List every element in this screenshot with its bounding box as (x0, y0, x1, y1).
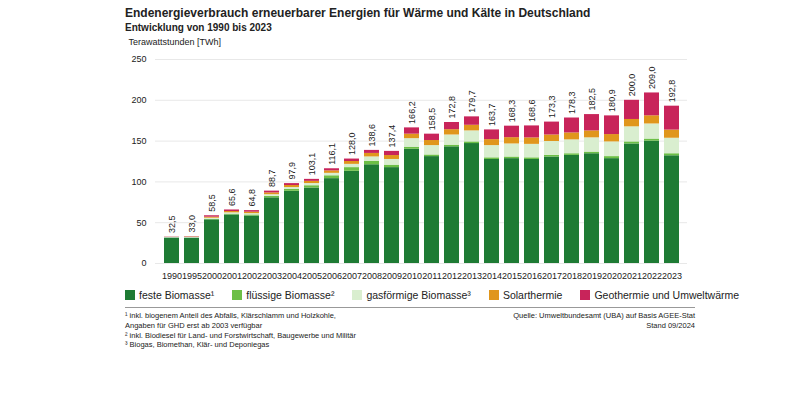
svg-text:2011: 2011 (422, 271, 441, 281)
svg-text:58,5: 58,5 (207, 194, 217, 212)
html-text:Entwicklung von 1990 bis 2023: Entwicklung von 1990 bis 2023 (125, 22, 272, 33)
svg-text:2003: 2003 (262, 271, 282, 281)
svg-text:182,5: 182,5 (587, 88, 597, 111)
svg-text:150: 150 (131, 136, 146, 146)
svg-text:2014: 2014 (482, 271, 502, 281)
html-text:gasförmige Biomasse³: gasförmige Biomasse³ (366, 289, 471, 301)
svg-text:209,0: 209,0 (647, 66, 657, 89)
svg-text:103,1: 103,1 (307, 153, 317, 176)
html-text:feste Biomasse¹: feste Biomasse¹ (139, 289, 215, 301)
svg-text:138,6: 138,6 (367, 124, 377, 147)
svg-text:2002: 2002 (242, 271, 262, 281)
html-text:³ Biogas, Biomethan, Klär- und: ³ Biogas, Biomethan, Klär- und Deponiega… (125, 340, 270, 350)
svg-text:65,6: 65,6 (227, 188, 237, 206)
svg-text:168,3: 168,3 (507, 100, 517, 123)
svg-text:2012: 2012 (442, 271, 462, 281)
html-text:Quelle: Umweltbundesamt (UBA): Quelle: Umweltbundesamt (UBA) auf Basis … (513, 311, 695, 320)
html-text:Solarthermie: Solarthermie (502, 289, 563, 301)
svg-text:88,7: 88,7 (267, 170, 277, 188)
svg-text:Terawattstunden [TWh]: Terawattstunden [TWh] (129, 37, 222, 47)
svg-text:163,7: 163,7 (487, 103, 497, 126)
svg-text:2016: 2016 (522, 271, 542, 281)
svg-text:2015: 2015 (502, 271, 522, 281)
svg-text:250: 250 (131, 54, 146, 64)
html-text:Geothermie und Umweltwärme: Geothermie und Umweltwärme (594, 289, 740, 301)
svg-text:97,9: 97,9 (287, 162, 297, 180)
svg-text:128,0: 128,0 (347, 133, 357, 156)
svg-text:32,5: 32,5 (167, 215, 177, 233)
svg-text:2001: 2001 (222, 271, 242, 281)
html-text:Stand 09/2024: Stand 09/2024 (646, 320, 695, 330)
svg-text:2000: 2000 (202, 271, 222, 281)
svg-text:2006: 2006 (322, 271, 342, 281)
svg-text:2009: 2009 (382, 271, 402, 281)
svg-text:2023: 2023 (662, 271, 682, 281)
svg-text:2013: 2013 (462, 271, 482, 281)
svg-text:179,7: 179,7 (467, 90, 477, 113)
svg-text:2021: 2021 (622, 271, 642, 281)
svg-text:158,5: 158,5 (427, 108, 437, 131)
svg-text:2010: 2010 (402, 271, 422, 281)
svg-text:2022: 2022 (642, 271, 662, 281)
svg-text:2017: 2017 (542, 271, 562, 281)
svg-text:168,6: 168,6 (527, 99, 537, 122)
html-text:² inkl. Biodiesel für Land- un: ² inkl. Biodiesel für Land- und Forstwir… (125, 330, 356, 340)
html-text:¹ inkl. biogenem Anteil des Ab: ¹ inkl. biogenem Anteil des Abfalls, Klä… (125, 311, 336, 320)
svg-text:178,3: 178,3 (567, 91, 577, 114)
svg-text:180,9: 180,9 (607, 89, 617, 112)
svg-text:100: 100 (131, 177, 146, 187)
html-text:Endenergieverbrauch erneuerbar: Endenergieverbrauch erneuerbarer Energie… (125, 6, 591, 20)
svg-text:172,8: 172,8 (447, 96, 457, 119)
svg-text:2007: 2007 (342, 271, 362, 281)
svg-text:200: 200 (131, 95, 146, 105)
svg-text:64,8: 64,8 (247, 189, 257, 207)
svg-text:2018: 2018 (562, 271, 582, 281)
svg-text:2004: 2004 (282, 271, 302, 281)
svg-text:1995: 1995 (182, 271, 202, 281)
svg-text:0: 0 (141, 258, 146, 268)
svg-text:200,0: 200,0 (627, 74, 637, 97)
svg-text:137,4: 137,4 (387, 125, 397, 148)
svg-text:2020: 2020 (602, 271, 622, 281)
svg-text:1990: 1990 (162, 271, 182, 281)
svg-text:173,3: 173,3 (547, 96, 557, 119)
svg-text:33,0: 33,0 (187, 215, 197, 233)
html-text:Angaben für GHD erst ab 2003 v: Angaben für GHD erst ab 2003 verfügbar (125, 320, 263, 330)
svg-text:2008: 2008 (362, 271, 382, 281)
svg-text:116,1: 116,1 (327, 143, 337, 165)
svg-text:2019: 2019 (582, 271, 602, 281)
svg-text:2005: 2005 (302, 271, 322, 281)
svg-text:50: 50 (136, 218, 146, 228)
html-text:flüssige Biomasse²: flüssige Biomasse² (246, 289, 335, 301)
svg-text:166,2: 166,2 (407, 101, 417, 124)
svg-text:192,8: 192,8 (667, 80, 677, 103)
